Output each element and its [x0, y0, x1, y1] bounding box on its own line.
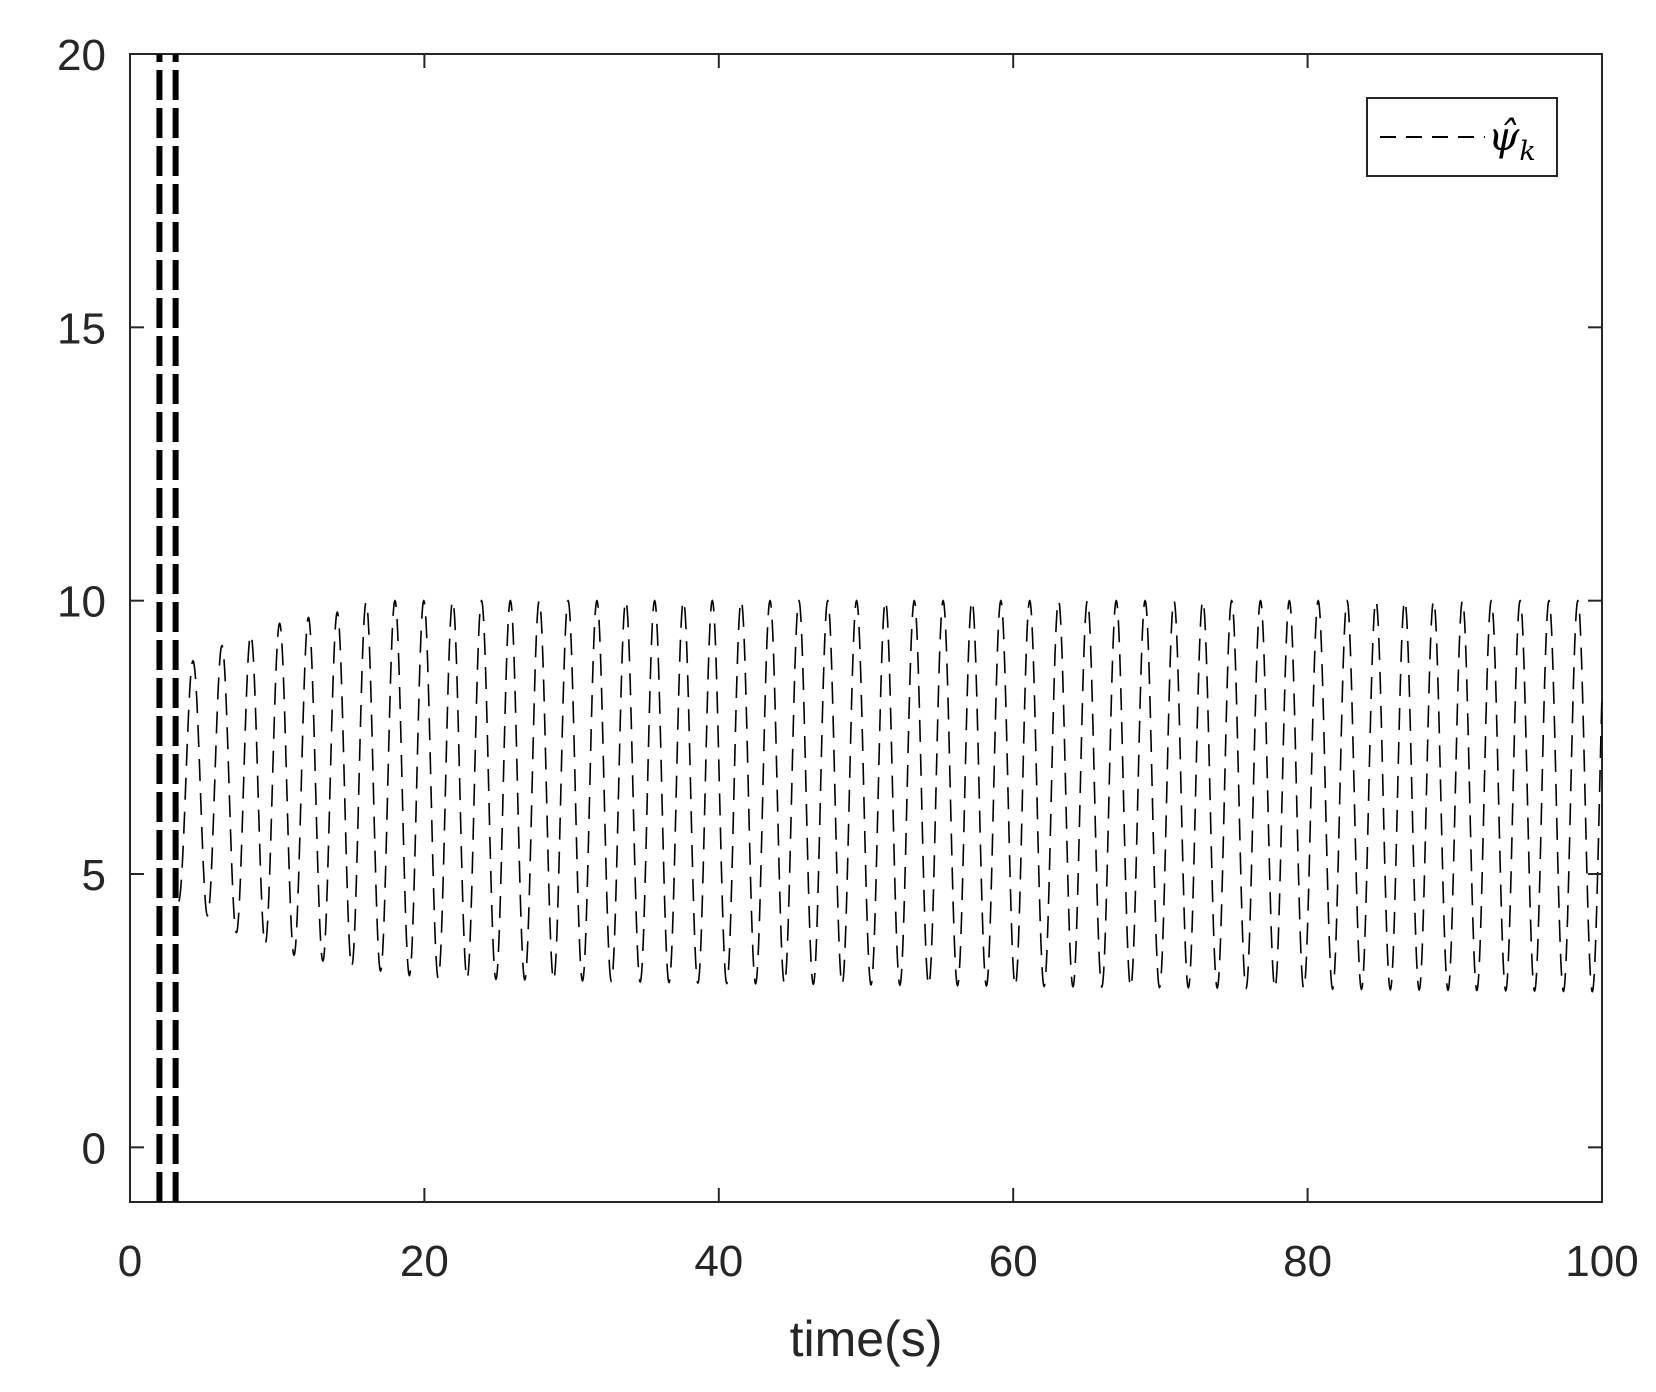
- series-line: [178, 599, 1602, 993]
- y-tick-label: 5: [82, 851, 106, 900]
- y-tick-label: 20: [57, 31, 106, 80]
- ticks-layer: [129, 53, 1603, 1202]
- series-layer: [156, 54, 1602, 1202]
- y-tick-label: 10: [57, 578, 106, 627]
- y-tick-label: 0: [82, 1124, 106, 1173]
- legend-label-main: ψ̂: [1488, 114, 1520, 160]
- labels-layer: 0 20 40 60 80 100 0 5 10 15 20: [57, 31, 1639, 1286]
- x-tick-label: 60: [989, 1237, 1038, 1286]
- legend: ψ̂k: [1366, 97, 1558, 177]
- x-axis-label: time(s): [790, 1311, 943, 1367]
- x-tick-label: 100: [1565, 1237, 1638, 1286]
- x-tick-label: 20: [400, 1237, 449, 1286]
- plot-frame: [129, 53, 1603, 1203]
- legend-label: ψ̂k: [1488, 114, 1536, 167]
- plot-area: [129, 53, 1603, 1203]
- x-tick-label: 0: [118, 1237, 142, 1286]
- y-tick-label: 15: [57, 304, 106, 353]
- legend-label-sub: k: [1519, 136, 1535, 167]
- x-tick-label: 40: [694, 1237, 743, 1286]
- x-tick-label: 80: [1283, 1237, 1332, 1286]
